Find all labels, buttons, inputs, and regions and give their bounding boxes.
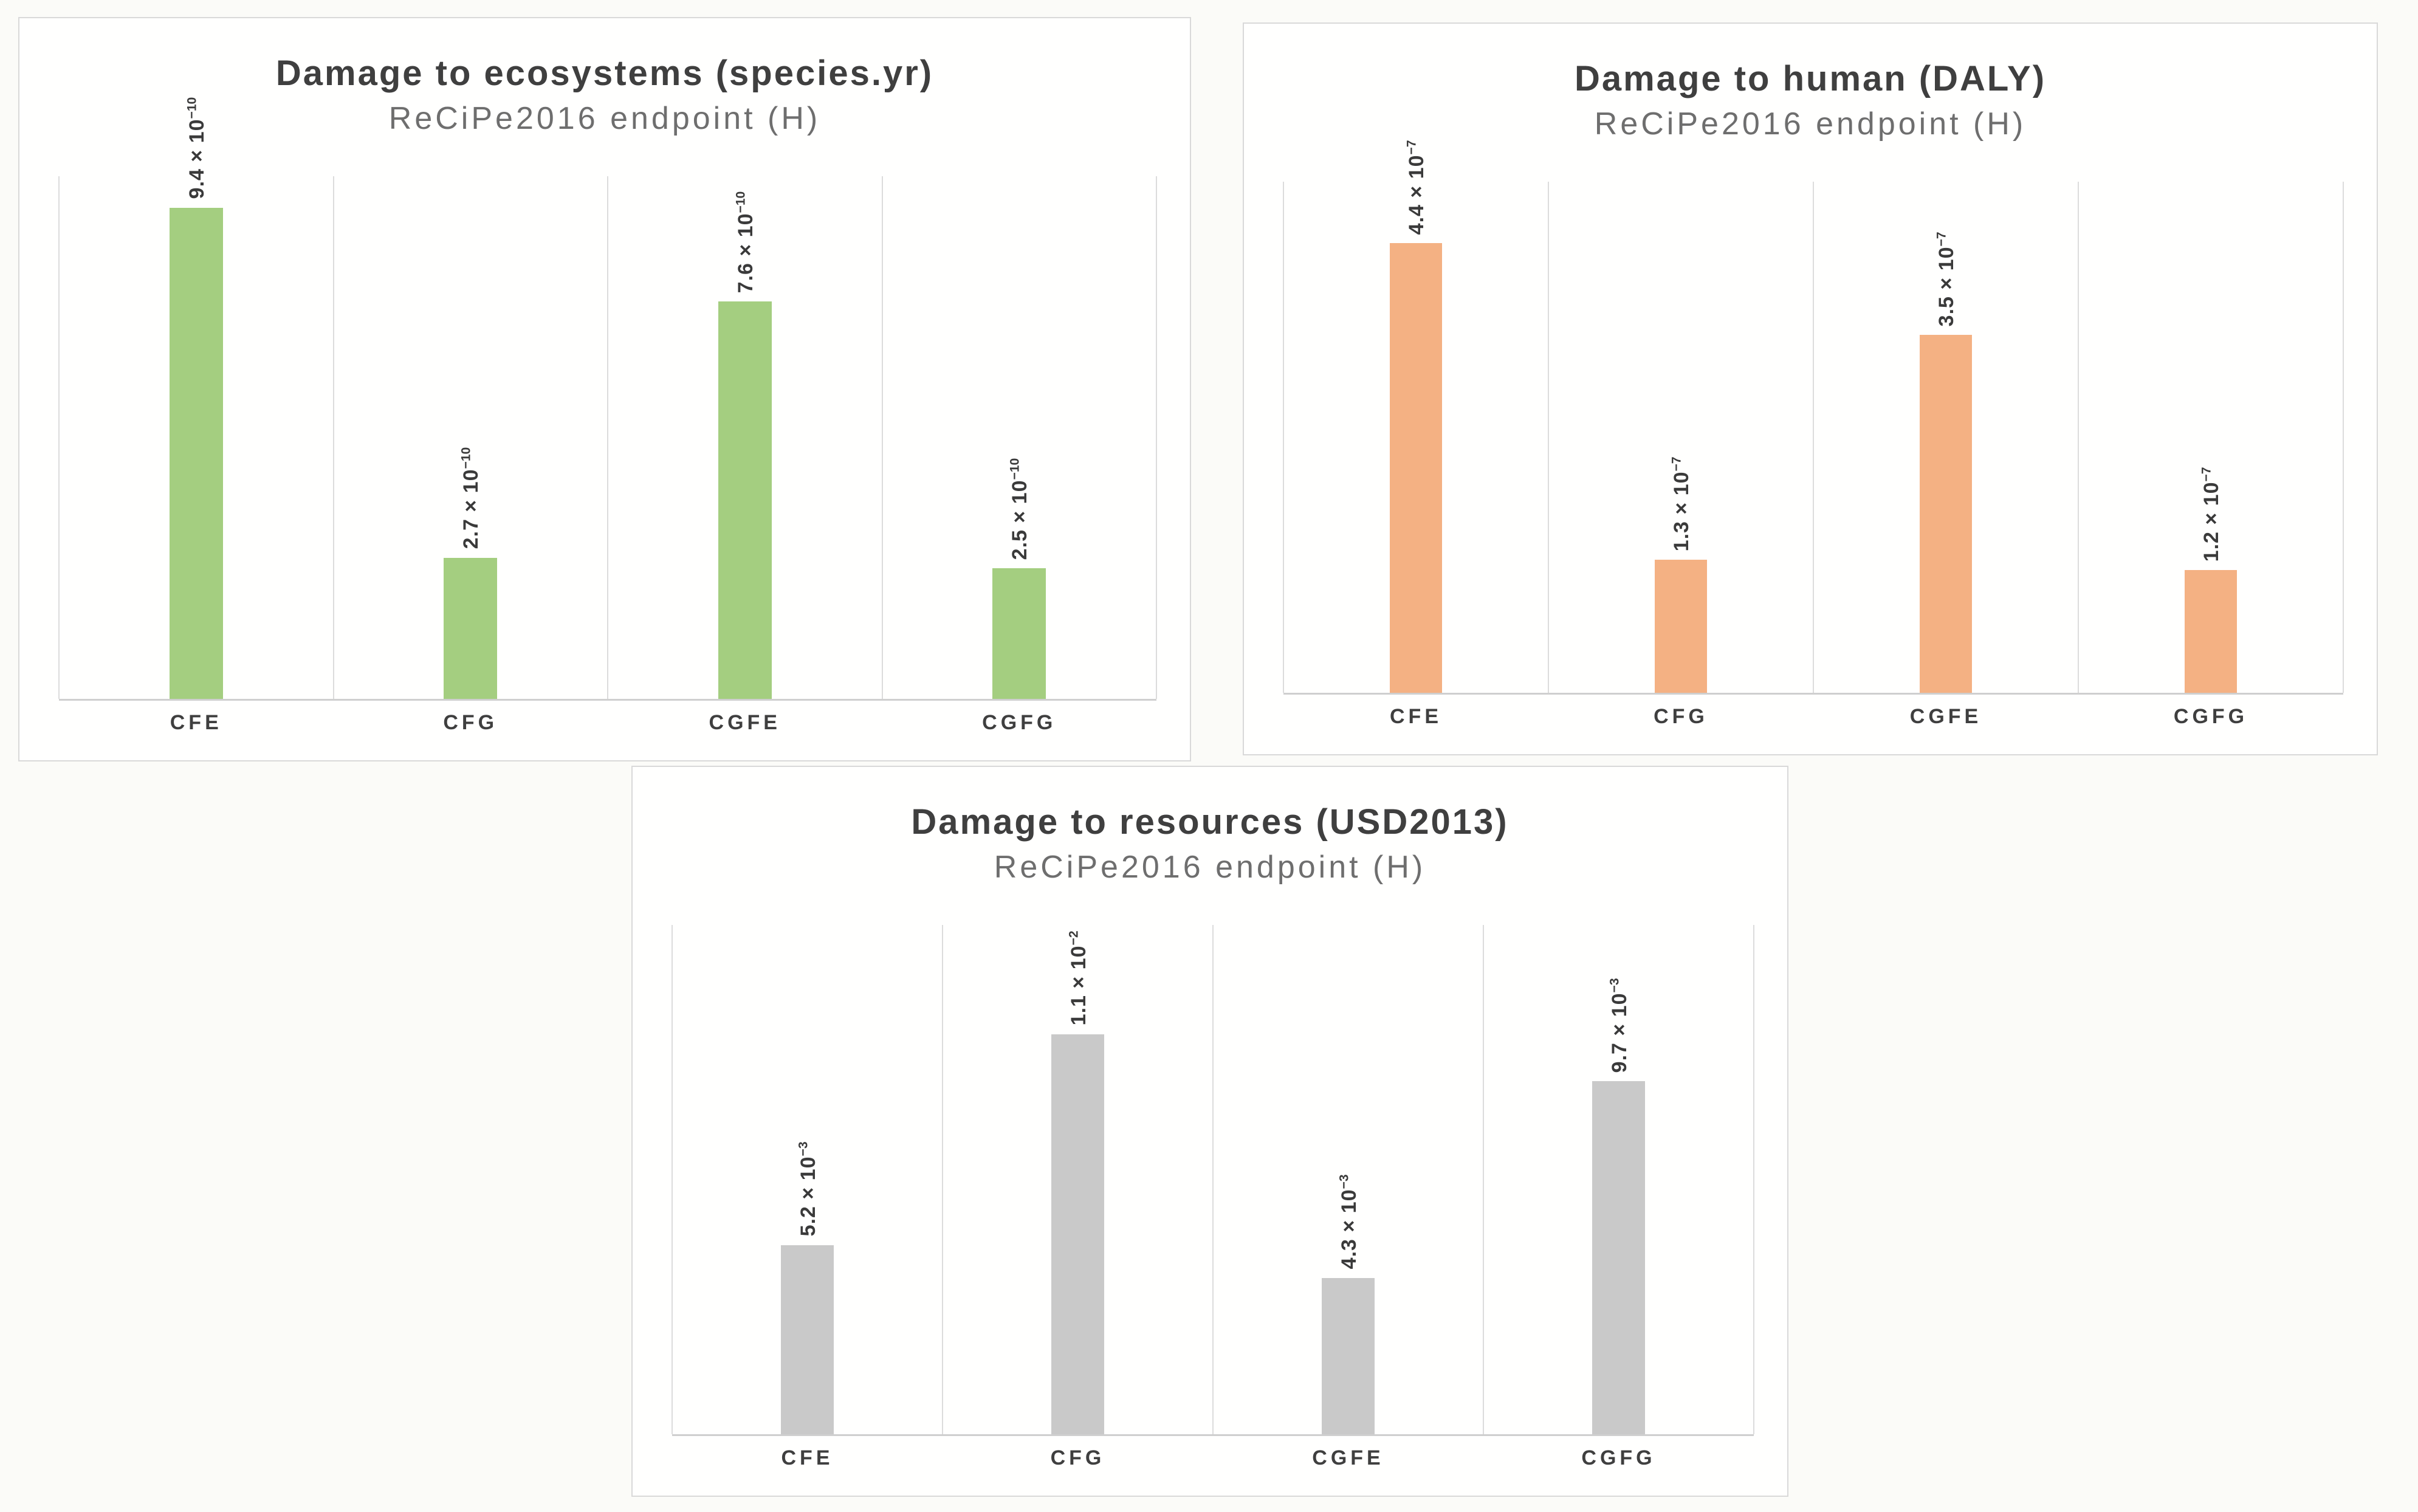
category-label-cgfe: CGFE: [709, 711, 781, 734]
gridline: [2343, 182, 2344, 693]
value-exponent: −2: [1066, 930, 1081, 946]
value-exponent: −10: [1008, 458, 1022, 480]
category-label-cfe: CFE: [170, 711, 222, 734]
category-label-cgfg: CGFG: [982, 711, 1057, 734]
bar-cfe: [1390, 242, 1442, 693]
value-label-cgfe: 4.3 × 10−3: [1337, 1174, 1361, 1270]
category-label-cfg: CFG: [1050, 1446, 1105, 1469]
resources-chart-panel: Damage to resources (USD2013) ReCiPe2016…: [631, 766, 1788, 1497]
gridline: [58, 176, 60, 699]
ecosystems-chart-subtitle: ReCiPe2016 endpoint (H): [388, 101, 821, 136]
bar-cfe: [781, 1245, 834, 1434]
bar-cgfg: [1592, 1081, 1645, 1434]
value-exponent: −10: [185, 97, 199, 119]
human-chart-subtitle: ReCiPe2016 endpoint (H): [1594, 106, 2027, 142]
bar-cgfg: [992, 568, 1046, 699]
gridline: [1813, 182, 1814, 693]
gridline: [1283, 182, 1284, 693]
resources-chart-subtitle: ReCiPe2016 endpoint (H): [994, 850, 1426, 885]
value-label-cgfg: 2.5 × 10−10: [1008, 458, 1032, 560]
gridline: [1156, 176, 1157, 699]
value-label-cfg: 1.1 × 10−2: [1066, 930, 1090, 1026]
value-label-cgfe: 7.6 × 10−10: [733, 191, 757, 294]
bar-cfg: [1655, 560, 1707, 693]
value-label-cgfe: 3.5 × 10−7: [1934, 232, 1958, 327]
gridline: [1212, 925, 1214, 1434]
value-exponent: −7: [2199, 467, 2214, 482]
value-exponent: −10: [733, 191, 748, 213]
value-label-cfg: 2.7 × 10−10: [459, 447, 483, 549]
resources-chart-title: Damage to resources (USD2013): [911, 802, 1509, 842]
gridline: [1548, 182, 1549, 693]
bar-cfe: [169, 207, 223, 699]
value-label-cgfg: 1.2 × 10−7: [2199, 467, 2223, 562]
value-label-cgfg: 9.7 × 10−3: [1607, 978, 1631, 1073]
value-exponent: −7: [1669, 456, 1684, 472]
value-exponent: −3: [1337, 1174, 1352, 1189]
gridline: [671, 925, 673, 1434]
ecosystems-chart-panel: Damage to ecosystems (species.yr) ReCiPe…: [18, 17, 1191, 761]
value-exponent: −3: [1607, 978, 1622, 993]
bar-cgfe: [718, 301, 772, 699]
bar-cfg: [1051, 1034, 1104, 1434]
gridline: [881, 176, 883, 699]
human-chart-panel: Damage to human (DALY) ReCiPe2016 endpoi…: [1243, 22, 2378, 755]
value-exponent: −7: [1934, 232, 1949, 247]
human-plot-area: 4.4 × 10−7 CFE 1.3 × 10−7 CFG 3.5 × 10−7 CGFE…: [1283, 140, 2344, 728]
bar-cgfe: [1920, 335, 1972, 693]
value-exponent: −3: [796, 1141, 811, 1156]
human-chart-title: Damage to human (DALY): [1574, 59, 2047, 98]
gridline: [2078, 182, 2079, 693]
bar-cgfe: [1322, 1277, 1375, 1434]
ecosystems-chart-title: Damage to ecosystems (species.yr): [275, 53, 934, 93]
value-label-cfe: 4.4 × 10−7: [1404, 140, 1428, 235]
value-label-cfg: 1.3 × 10−7: [1669, 456, 1693, 552]
category-label-cfe: CFE: [1390, 705, 1442, 728]
gridline: [607, 176, 608, 699]
resources-plot-area: 5.2 × 10−3 CFE 1.1 × 10−2 CFG 4.3 × 10−3 CGFE…: [671, 925, 1754, 1469]
value-label-cfe: 9.4 × 10−10: [185, 97, 208, 199]
category-label-cfg: CFG: [1654, 705, 1708, 728]
category-label-cgfe: CGFE: [1312, 1446, 1384, 1469]
ecosystems-plot-area: 9.4 × 10−10 CFE 2.7 × 10−10 CFG 7.6 × 10−10 C…: [58, 97, 1157, 734]
gridline: [332, 176, 334, 699]
category-label-cgfg: CGFG: [2173, 705, 2248, 728]
value-exponent: −7: [1404, 140, 1419, 155]
gridline: [1753, 925, 1754, 1434]
gridline: [942, 925, 943, 1434]
value-label-cfe: 5.2 × 10−3: [796, 1141, 820, 1237]
category-label-cgfe: CGFE: [1909, 705, 1982, 728]
value-exponent: −10: [459, 447, 473, 469]
gridline: [1483, 925, 1484, 1434]
category-label-cgfg: CGFG: [1581, 1446, 1656, 1469]
category-label-cfe: CFE: [781, 1446, 834, 1469]
bar-cgfg: [2185, 570, 2237, 693]
category-label-cfg: CFG: [443, 711, 498, 734]
bar-cfg: [444, 557, 498, 699]
